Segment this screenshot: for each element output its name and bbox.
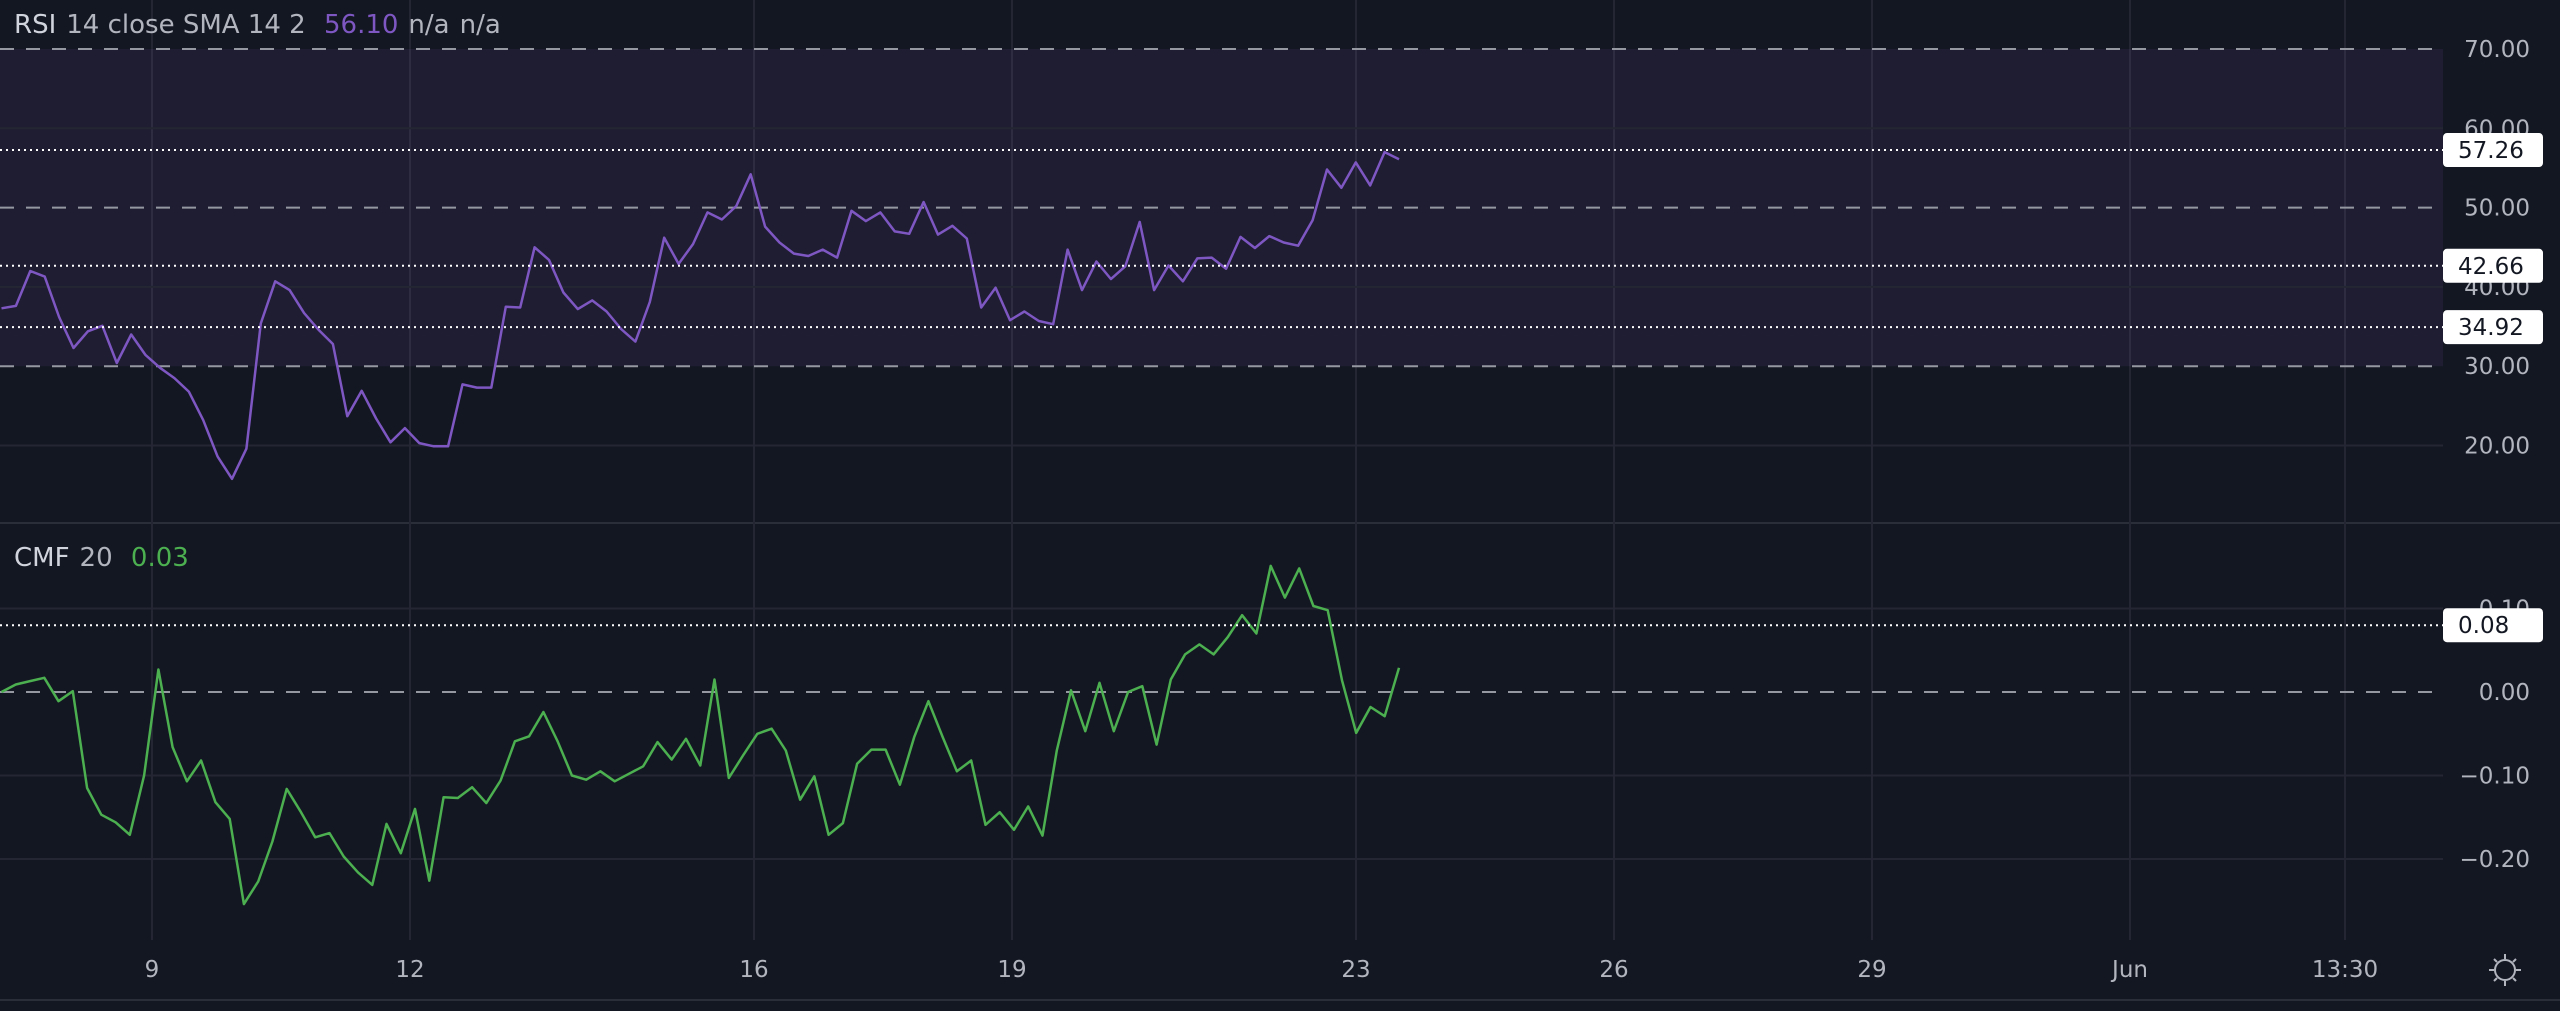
cmf-legend[interactable]: CMF 20 0.03	[14, 543, 199, 573]
price-label-bg	[2443, 310, 2543, 345]
rsi-y-tick-label: 30.00	[2464, 354, 2530, 380]
price-label-bg	[2443, 133, 2543, 168]
cmf-pane	[0, 564, 2443, 906]
rsi-pane	[0, 48, 2443, 481]
rsi-legend-value: 56.10	[323, 10, 399, 40]
rsi-line	[1, 150, 1400, 481]
x-tick-label: 23	[1341, 957, 1370, 983]
rsi-price-label: 34.92	[2443, 310, 2543, 345]
x-tick-label: 29	[1857, 957, 1886, 983]
cmf-y-tick-label: −0.10	[2460, 764, 2530, 790]
time-axis[interactable]: 9 12 16 19 23 26 29 Jun 13:30	[145, 957, 2378, 983]
price-label-text: 0.08	[2458, 613, 2509, 639]
rsi-price-label: 57.26	[2443, 133, 2543, 168]
price-label-bg	[2443, 248, 2543, 283]
x-tick-label: 26	[1599, 957, 1628, 983]
x-tick-label: 16	[739, 957, 768, 983]
cmf-legend-name: CMF	[14, 543, 70, 573]
cmf-line	[0, 564, 1401, 906]
rsi-legend-extra2: n/a	[459, 10, 501, 40]
x-tick-label: Jun	[2110, 957, 2148, 983]
rsi-legend-name: RSI	[14, 10, 57, 40]
gear-icon[interactable]	[2489, 954, 2521, 986]
price-label-bg	[2443, 608, 2543, 643]
rsi-legend-extra1: n/a	[408, 10, 450, 40]
x-tick-label: 13:30	[2312, 957, 2378, 983]
rsi-y-tick-label: 20.00	[2464, 434, 2530, 460]
cmf-y-tick-label: 0.00	[2479, 680, 2530, 706]
price-label-text: 57.26	[2458, 138, 2524, 164]
price-label-text: 34.92	[2458, 315, 2524, 341]
cmf-legend-value: 0.03	[130, 543, 189, 573]
cmf-legend-params: 20	[79, 543, 113, 573]
price-label-text: 42.66	[2458, 254, 2524, 280]
rsi-price-label: 42.66	[2443, 248, 2543, 283]
x-tick-label: 19	[997, 957, 1026, 983]
price-axis[interactable]: 70.0060.0050.0040.0030.0020.0057.2642.66…	[2443, 37, 2543, 873]
x-tick-label: 12	[395, 957, 424, 983]
cmf-price-label: 0.08	[2443, 608, 2543, 643]
x-tick-label: 9	[145, 957, 160, 983]
rsi-y-tick-label: 70.00	[2464, 37, 2530, 63]
rsi-y-tick-label: 50.00	[2464, 196, 2530, 222]
rsi-legend-params: 14 close SMA 14 2	[66, 10, 306, 40]
rsi-legend[interactable]: RSI 14 close SMA 14 2 56.10 n/a n/a	[14, 10, 511, 40]
cmf-y-tick-label: −0.20	[2460, 847, 2530, 873]
